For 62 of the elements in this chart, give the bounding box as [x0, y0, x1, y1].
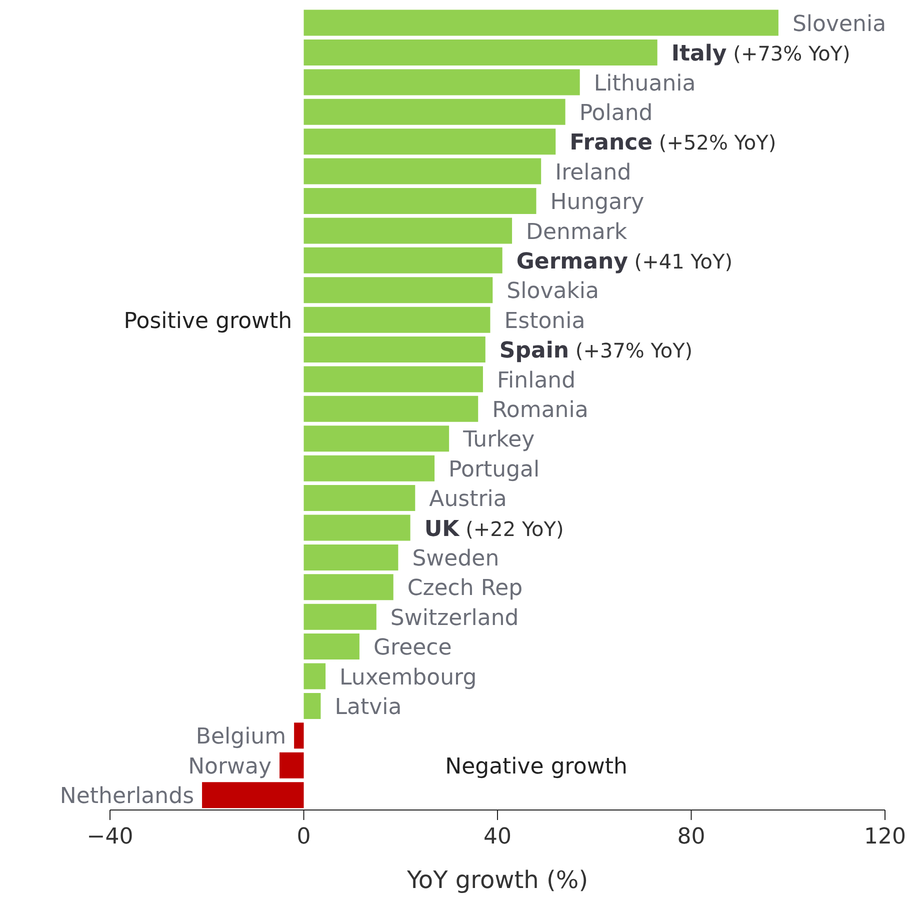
y-tick-label: Sweden [412, 546, 500, 572]
y-tick-label: Netherlands [60, 784, 194, 810]
bar [202, 782, 304, 808]
y-tick-label: Greece [373, 636, 452, 661]
x-tick-label: 120 [864, 824, 906, 850]
y-tick-label: Poland [579, 100, 653, 126]
y-tick-label: Germany (+41 YoY) [516, 249, 732, 274]
y-tick-label: Hungary [550, 190, 644, 216]
y-tick-label: Latvia [334, 695, 402, 720]
y-tick-label: Austria [429, 487, 507, 512]
bar [304, 247, 502, 274]
y-tick-label: Lithuania [594, 71, 696, 96]
bar [304, 98, 566, 125]
bar [304, 188, 536, 214]
bar [304, 218, 512, 244]
bar [304, 544, 398, 570]
bar [304, 336, 486, 363]
bar [304, 663, 326, 690]
y-tick-label: Romania [492, 398, 588, 423]
bar [304, 514, 410, 541]
y-tick-label: Slovenia [792, 12, 886, 37]
x-tick-label: 0 [296, 824, 311, 850]
y-tick-label: Denmark [526, 220, 628, 245]
bar [304, 396, 478, 422]
bar [304, 574, 394, 600]
bar [304, 277, 493, 304]
y-tick-label: Luxembourg [340, 665, 477, 690]
x-tick-label: 40 [484, 824, 512, 850]
y-tick-label: Italy (+73% YoY) [671, 42, 850, 67]
bar [304, 306, 490, 333]
y-tick-label: Finland [496, 368, 576, 394]
bar [304, 604, 376, 630]
bar [304, 692, 321, 719]
y-tick-label: Norway [188, 754, 272, 780]
y-tick-label: Switzerland [390, 606, 519, 631]
bar [304, 634, 360, 660]
bar [304, 455, 435, 482]
x-tick-label: −40 [86, 824, 134, 850]
bar [304, 39, 658, 66]
bar [304, 158, 542, 184]
y-tick-label: Czech Rep [407, 576, 523, 602]
x-axis-title: YoY growth (%) [406, 866, 588, 894]
y-tick-label: Slovakia [506, 279, 600, 304]
annotation: Positive growth [124, 308, 292, 334]
annotation: Negative growth [445, 754, 628, 780]
y-tick-label: Turkey [462, 428, 535, 453]
x-tick-label: 80 [677, 824, 706, 850]
y-tick-label: Portugal [448, 457, 540, 482]
y-tick-label: France (+52% YoY) [570, 130, 776, 156]
bar [304, 128, 556, 155]
bar [294, 722, 304, 749]
bar [304, 485, 416, 512]
bar [304, 426, 450, 452]
y-tick-label: UK (+22 YoY) [424, 516, 564, 542]
bar [304, 10, 778, 36]
bar [280, 752, 304, 778]
y-tick-label: Estonia [504, 308, 586, 334]
bar [304, 69, 580, 96]
bar [304, 366, 483, 392]
y-tick-label: Belgium [196, 724, 286, 750]
y-tick-label: Ireland [555, 160, 632, 186]
y-tick-label: Spain (+37% YoY) [499, 338, 693, 364]
